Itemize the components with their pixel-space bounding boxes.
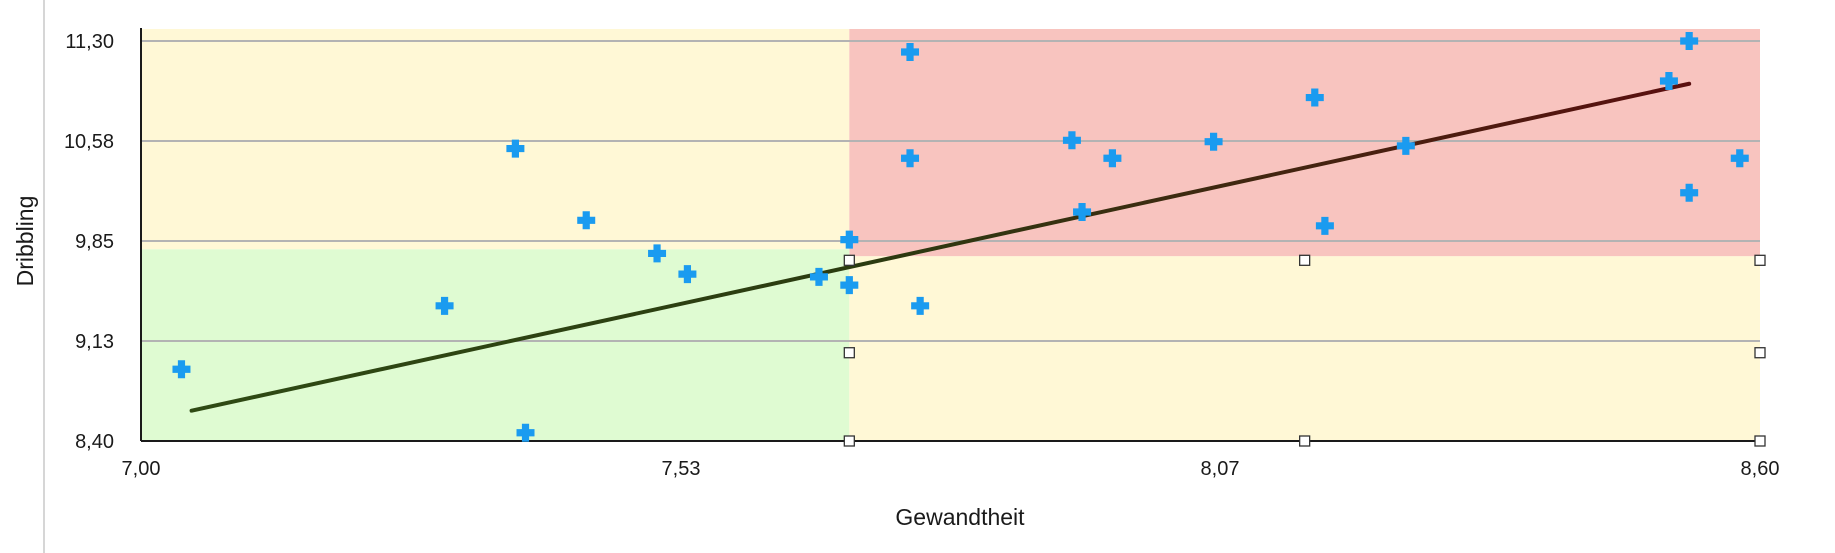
x-tick-label: 7,53 (662, 458, 701, 480)
x-tick-labels: 7,00 7,53 8,07 8,60 (122, 458, 1780, 480)
selection-handles[interactable] (843, 254, 1766, 447)
data-point (1680, 32, 1699, 50)
gridlines (141, 40, 1760, 342)
x-axis-title: Gewandtheit (895, 504, 1025, 530)
data-point (435, 296, 454, 315)
data-point (678, 265, 697, 284)
y-tick-labels: 8,40 9,13 9,85 10,58 11,30 (64, 31, 114, 453)
resize-handle[interactable] (1299, 435, 1311, 447)
data-point (840, 276, 859, 295)
x-tick-label: 7,00 (122, 458, 161, 480)
trendline-group (189, 81, 1692, 413)
x-tick-label: 8,07 (1201, 458, 1240, 480)
data-point (1103, 149, 1122, 168)
data-point (1680, 183, 1699, 202)
quadrant-backgrounds (141, 29, 1760, 441)
data-point (1730, 149, 1749, 168)
quadrant-low-x-high-y (141, 29, 850, 250)
resize-handle[interactable] (1754, 435, 1766, 447)
data-point (506, 139, 525, 158)
data-point (1062, 131, 1081, 150)
data-point (840, 230, 859, 249)
data-point (577, 211, 596, 230)
resize-handle[interactable] (1754, 347, 1766, 359)
data-points (172, 32, 1749, 442)
resize-handle[interactable] (843, 347, 855, 359)
quadrant-high-x-low-y (849, 256, 1760, 441)
data-point (1659, 72, 1678, 90)
y-tick-label: 9,85 (75, 231, 114, 253)
y-tick-label: 11,30 (65, 31, 114, 53)
data-point (172, 360, 191, 379)
quadrant-high-x-high-y (849, 29, 1760, 257)
data-point (901, 149, 920, 168)
x-tick-label: 8,60 (1741, 458, 1780, 480)
resize-handle[interactable] (1754, 254, 1766, 266)
data-point (1305, 88, 1324, 107)
data-point (901, 43, 920, 62)
data-point (1396, 136, 1415, 155)
resize-handle[interactable] (843, 254, 855, 266)
y-axis-title: Dribbling (12, 196, 38, 287)
data-point (809, 267, 828, 286)
data-point (648, 244, 667, 263)
trendline (189, 81, 1692, 413)
data-point (1073, 203, 1092, 222)
data-point (516, 423, 535, 442)
data-point (1204, 132, 1223, 151)
resize-handle[interactable] (1299, 254, 1311, 266)
data-point (911, 296, 930, 315)
y-tick-label: 9,13 (75, 331, 114, 353)
resize-handle[interactable] (843, 435, 855, 447)
data-point (1315, 216, 1334, 235)
y-tick-label: 10,58 (64, 131, 114, 153)
y-tick-label: 8,40 (75, 431, 114, 453)
